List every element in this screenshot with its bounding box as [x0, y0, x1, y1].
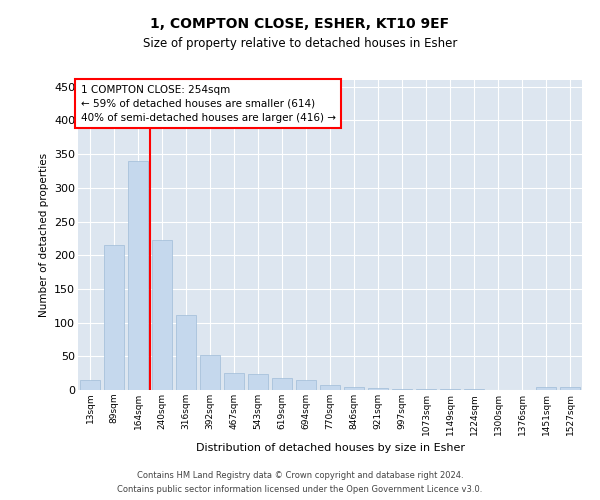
Bar	[344, 386, 364, 390]
Bar	[536, 388, 556, 390]
Bar	[224, 373, 244, 390]
Bar	[368, 388, 388, 390]
Bar	[176, 314, 196, 390]
Bar	[104, 245, 124, 390]
Text: Contains HM Land Registry data © Crown copyright and database right 2024.: Contains HM Land Registry data © Crown c…	[137, 472, 463, 480]
Bar	[392, 388, 412, 390]
Bar	[80, 380, 100, 390]
Text: 1 COMPTON CLOSE: 254sqm
← 59% of detached houses are smaller (614)
40% of semi-d: 1 COMPTON CLOSE: 254sqm ← 59% of detache…	[80, 84, 335, 122]
Bar	[200, 355, 220, 390]
Bar	[272, 378, 292, 390]
Bar	[560, 388, 580, 390]
Bar	[296, 380, 316, 390]
Text: Size of property relative to detached houses in Esher: Size of property relative to detached ho…	[143, 38, 457, 51]
Bar	[320, 384, 340, 390]
Bar	[128, 161, 148, 390]
Bar	[152, 240, 172, 390]
Y-axis label: Number of detached properties: Number of detached properties	[38, 153, 49, 317]
X-axis label: Distribution of detached houses by size in Esher: Distribution of detached houses by size …	[196, 443, 464, 453]
Bar	[248, 374, 268, 390]
Text: Contains public sector information licensed under the Open Government Licence v3: Contains public sector information licen…	[118, 484, 482, 494]
Text: 1, COMPTON CLOSE, ESHER, KT10 9EF: 1, COMPTON CLOSE, ESHER, KT10 9EF	[151, 18, 449, 32]
